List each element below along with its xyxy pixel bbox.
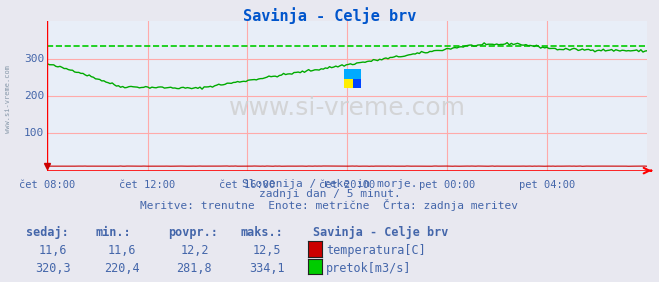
Text: 200: 200 [24, 91, 44, 101]
Text: Slovenija / reke in morje.: Slovenija / reke in morje. [242, 179, 417, 189]
Text: čet 08:00: čet 08:00 [19, 180, 76, 190]
Text: pretok[m3/s]: pretok[m3/s] [326, 262, 412, 275]
Text: 100: 100 [24, 128, 44, 138]
Text: sedaj:: sedaj: [26, 226, 69, 239]
Text: Savinja - Celje brv: Savinja - Celje brv [243, 7, 416, 24]
Text: min.:: min.: [96, 226, 131, 239]
Text: 220,4: 220,4 [104, 262, 140, 275]
Text: čet 20:00: čet 20:00 [319, 180, 376, 190]
Text: 300: 300 [24, 54, 44, 63]
Text: pet 00:00: pet 00:00 [419, 180, 476, 190]
Text: Savinja - Celje brv: Savinja - Celje brv [313, 226, 448, 239]
Text: 281,8: 281,8 [177, 262, 212, 275]
Text: 12,5: 12,5 [252, 244, 281, 257]
Text: 12,2: 12,2 [180, 244, 209, 257]
Text: 11,6: 11,6 [107, 244, 136, 257]
Text: čet 12:00: čet 12:00 [119, 180, 176, 190]
Text: temperatura[C]: temperatura[C] [326, 244, 426, 257]
Text: www.si-vreme.com: www.si-vreme.com [229, 96, 466, 120]
Text: 334,1: 334,1 [249, 262, 285, 275]
Text: 320,3: 320,3 [35, 262, 71, 275]
Text: čet 16:00: čet 16:00 [219, 180, 275, 190]
Text: www.si-vreme.com: www.si-vreme.com [5, 65, 11, 133]
Text: pet 04:00: pet 04:00 [519, 180, 575, 190]
Text: zadnji dan / 5 minut.: zadnji dan / 5 minut. [258, 189, 401, 199]
Text: Meritve: trenutne  Enote: metrične  Črta: zadnja meritev: Meritve: trenutne Enote: metrične Črta: … [140, 199, 519, 211]
Text: maks.:: maks.: [241, 226, 283, 239]
Text: 11,6: 11,6 [38, 244, 67, 257]
Text: povpr.:: povpr.: [168, 226, 218, 239]
